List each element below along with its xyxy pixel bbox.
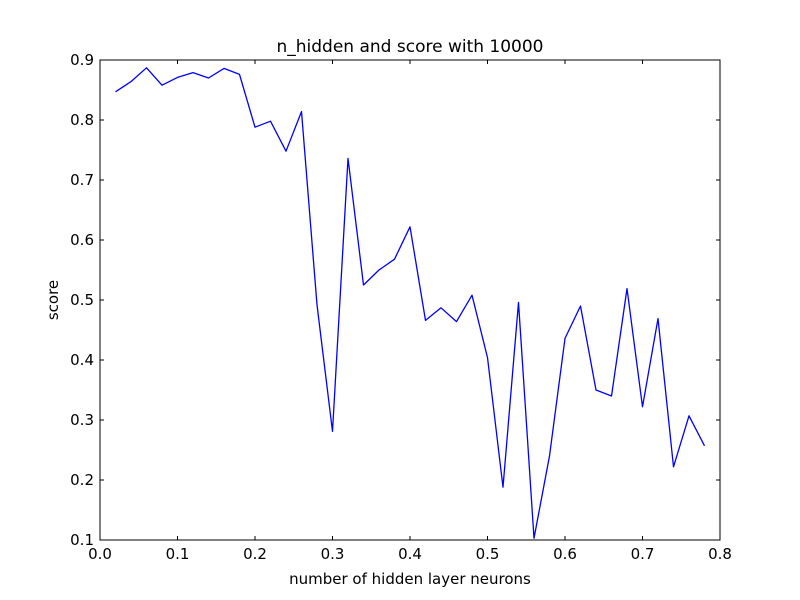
x-tick-label: 0.6 — [553, 545, 577, 563]
x-tick-label: 0.4 — [398, 545, 422, 563]
y-tick-label: 0.3 — [70, 411, 94, 429]
y-tick-label: 0.1 — [70, 531, 94, 549]
x-tick-label: 0.2 — [243, 545, 267, 563]
y-tick-label: 0.2 — [70, 471, 94, 489]
x-tick-label: 0.0 — [88, 545, 112, 563]
y-tick-label: 0.5 — [70, 291, 94, 309]
y-axis-label: score — [44, 280, 62, 320]
x-tick-label: 0.3 — [321, 545, 345, 563]
x-tick-label: 0.8 — [708, 545, 732, 563]
y-tick-label: 0.6 — [70, 231, 94, 249]
y-tick-label: 0.8 — [70, 111, 94, 129]
y-tick-label: 0.4 — [70, 351, 94, 369]
x-tick-label: 0.1 — [166, 545, 190, 563]
series-line-0 — [115, 67, 706, 539]
y-tick-label: 0.7 — [70, 171, 94, 189]
x-tick-label: 0.7 — [631, 545, 655, 563]
axis-ticks: 0.0 0.1 0.2 0.3 0.4 0.5 0.6 0.7 0.80.10.20.30.40… — [70, 51, 732, 563]
x-axis-label: number of hidden layer neurons — [289, 570, 531, 588]
y-tick-label: 0.9 — [70, 51, 94, 69]
x-tick-label: 0.5 — [476, 545, 500, 563]
plot-area — [115, 67, 706, 539]
chart-title: n_hidden and score with 10000 — [276, 37, 543, 57]
